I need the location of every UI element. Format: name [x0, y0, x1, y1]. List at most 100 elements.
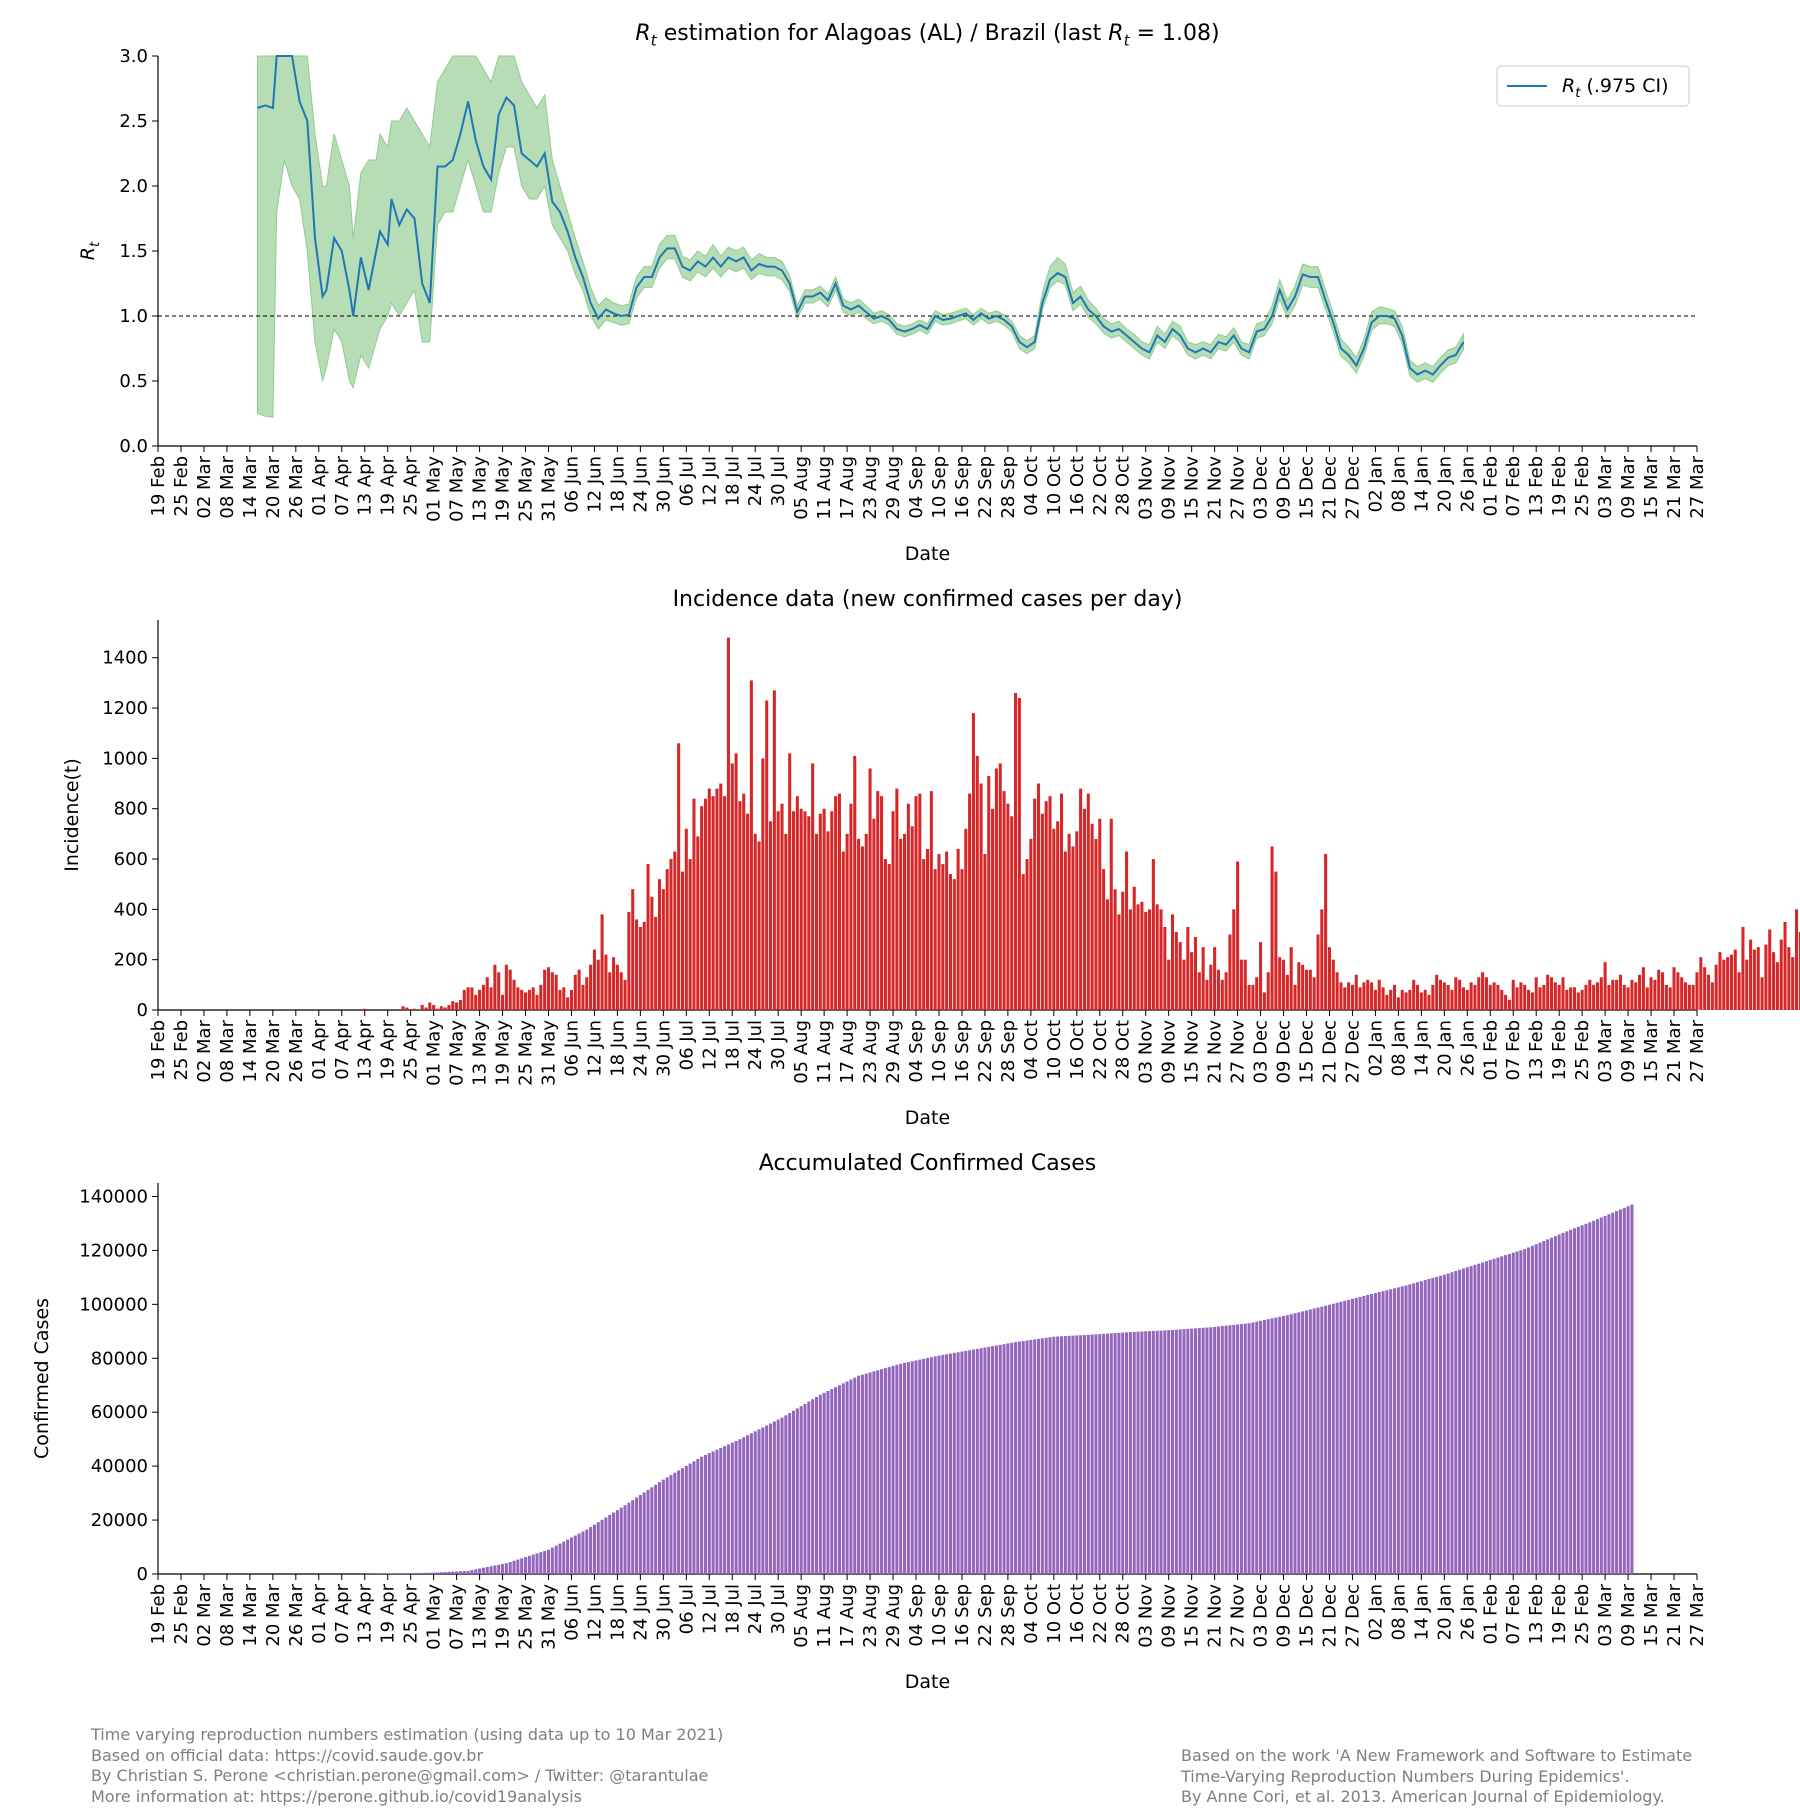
y-tick-label: 3.0: [119, 46, 148, 67]
incidence-bar: [980, 784, 983, 1010]
chart-title: Rt estimation for Alagoas (AL) / Brazil …: [635, 21, 1219, 50]
incidence-bar: [1225, 972, 1228, 1010]
cumulative-bar: [624, 1505, 627, 1574]
incidence-bar: [1650, 977, 1653, 1010]
incidence-bar: [1071, 846, 1074, 1010]
cumulative-bar: [1071, 1336, 1074, 1574]
incidence-bar: [681, 872, 684, 1010]
incidence-bar: [1060, 794, 1063, 1010]
cumulative-bar: [1523, 1249, 1526, 1574]
x-tick-label: 01 Feb: [1480, 1584, 1501, 1645]
x-tick-label: 14 Mar: [240, 1019, 261, 1082]
incidence-bar: [1535, 977, 1538, 1010]
x-tick-label: 06 Jun: [561, 456, 582, 513]
incidence-bar: [555, 975, 558, 1010]
incidence-bar: [857, 839, 860, 1010]
incidence-bar: [1745, 960, 1748, 1010]
incidence-bar: [1772, 952, 1775, 1010]
incidence-bar: [1749, 940, 1752, 1010]
incidence-bar: [1676, 972, 1679, 1010]
cumulative-bar: [1611, 1213, 1614, 1574]
incidence-bar: [501, 995, 504, 1010]
cumulative-bar: [490, 1566, 493, 1574]
incidence-bar: [1466, 990, 1469, 1010]
x-tick-label: 09 Nov: [1159, 456, 1180, 520]
x-tick-label: 15 Mar: [1641, 1019, 1662, 1082]
cumulative-bar: [631, 1500, 634, 1574]
incidence-bar: [1359, 987, 1362, 1010]
incidence-bar: [968, 794, 971, 1010]
x-tick-label: 19 May: [493, 1020, 514, 1086]
x-tick-label: 16 Sep: [952, 1584, 973, 1647]
cumulative-bar: [1301, 1311, 1304, 1574]
cumulative-bar: [1328, 1305, 1331, 1574]
cumulative-bar: [681, 1468, 684, 1574]
incidence-bar: [1144, 912, 1147, 1010]
cumulative-bar: [1240, 1324, 1243, 1574]
x-tick-label: 14 Mar: [240, 455, 261, 518]
cumulative-bar: [650, 1487, 653, 1574]
y-tick-label: 140000: [79, 1186, 148, 1207]
incidence-bar: [1397, 997, 1400, 1010]
x-tick-label: 29 Aug: [883, 1020, 904, 1084]
x-tick-label: 12 Jun: [584, 1020, 605, 1077]
x-tick-label: 03 Nov: [1136, 1584, 1157, 1648]
cumulative-bar: [1627, 1206, 1630, 1574]
x-tick-label: 13 Apr: [355, 1019, 376, 1079]
x-tick-label: 01 May: [424, 1584, 445, 1650]
incidence-bar: [1014, 693, 1017, 1010]
incidence-bar: [995, 768, 998, 1010]
cumulative-bar: [1512, 1253, 1515, 1574]
cumulative-bar: [1550, 1238, 1553, 1574]
cumulative-bar: [474, 1569, 477, 1574]
x-tick-label: 08 Jan: [1388, 1020, 1409, 1076]
x-tick-label: 25 Feb: [1572, 1584, 1593, 1645]
footer-line: More information at: https://perone.gith…: [91, 1787, 723, 1808]
cumulative-bar: [918, 1360, 921, 1574]
footer-right: Based on the work 'A New Framework and S…: [1181, 1746, 1692, 1808]
cumulative-bar: [1202, 1328, 1205, 1574]
cumulative-bar: [1064, 1336, 1067, 1574]
incidence-bar: [1140, 902, 1143, 1010]
cumulative-bar: [1558, 1235, 1561, 1575]
incidence-bar: [1588, 980, 1591, 1010]
incidence-bar: [907, 804, 910, 1010]
x-tick-label: 01 May: [424, 456, 445, 522]
x-tick-label: 30 Jun: [653, 456, 674, 513]
incidence-bar: [624, 980, 627, 1010]
cumulative-bar: [1305, 1310, 1308, 1574]
incidence-bar: [1405, 992, 1408, 1010]
incidence-bar: [585, 977, 588, 1010]
cumulative-bar: [1114, 1333, 1117, 1574]
incidence-bar: [486, 977, 489, 1010]
cumulative-bar: [1125, 1332, 1128, 1574]
x-tick-label: 26 Jan: [1457, 1020, 1478, 1076]
incidence-bar: [914, 796, 917, 1010]
incidence-bar: [1209, 965, 1212, 1010]
x-tick-label: 18 Jul: [722, 1584, 743, 1634]
cumulative-bar: [1244, 1324, 1247, 1574]
x-tick-label: 03 Mar: [1595, 1583, 1616, 1646]
x-tick-label: 15 Dec: [1297, 456, 1318, 519]
x-tick-label: 23 Aug: [860, 1020, 881, 1084]
cumulative-bar: [1592, 1221, 1595, 1574]
incidence-bar: [738, 801, 741, 1010]
incidence-bar: [1091, 824, 1094, 1010]
cumulative-bar: [1535, 1244, 1538, 1574]
incidence-bar: [1045, 801, 1048, 1010]
y-axis-label: Incidence(t): [61, 758, 83, 872]
incidence-bar: [876, 791, 879, 1010]
incidence-bar: [1385, 995, 1388, 1010]
incidence-bar: [1186, 927, 1189, 1010]
cumulative-bar: [1604, 1216, 1607, 1574]
incidence-bar: [704, 799, 707, 1010]
x-tick-label: 21 Nov: [1205, 1020, 1226, 1084]
cumulative-bar: [593, 1525, 596, 1574]
cumulative-bar: [562, 1542, 565, 1574]
cumulative-bar: [861, 1375, 864, 1574]
incidence-bar: [1106, 899, 1109, 1010]
incidence-bar: [1033, 799, 1036, 1010]
incidence-bar: [746, 814, 749, 1010]
cumulative-bar: [555, 1546, 558, 1574]
incidence-bar: [1248, 985, 1251, 1010]
